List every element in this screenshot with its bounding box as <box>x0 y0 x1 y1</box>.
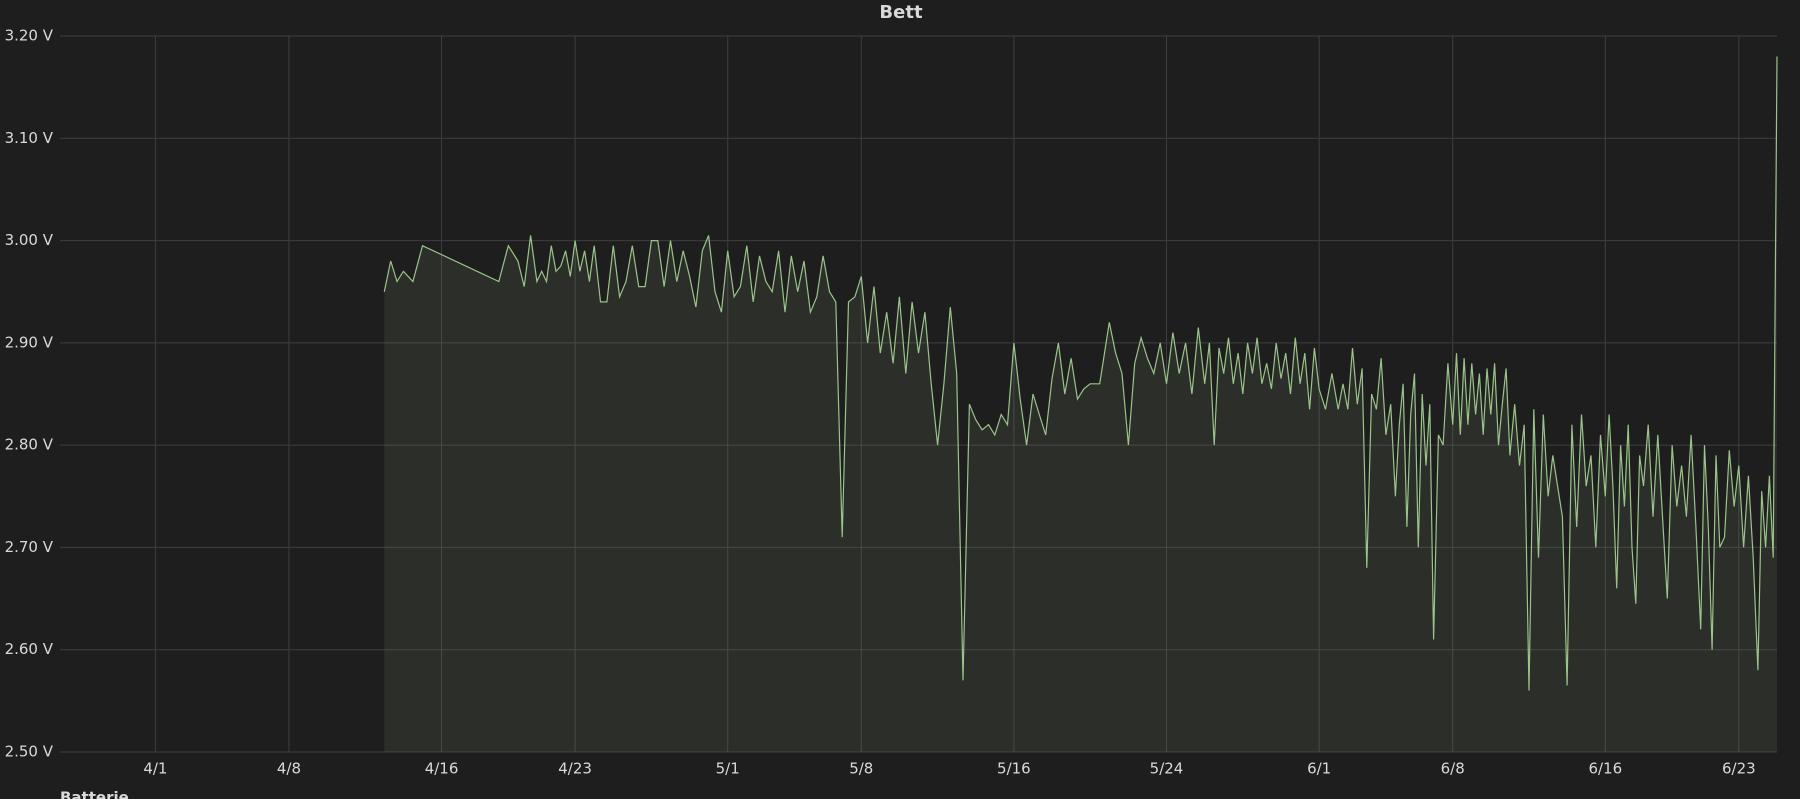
x-tick-label: 4/23 <box>558 760 592 778</box>
y-tick-label: 2.90 V <box>5 333 54 351</box>
x-tick-label: 6/1 <box>1307 760 1331 778</box>
x-tick-label: 4/1 <box>143 760 167 778</box>
x-tick-label: 5/1 <box>716 760 740 778</box>
x-tick-label: 5/16 <box>997 760 1031 778</box>
x-tick-label: 6/23 <box>1722 760 1756 778</box>
x-tick-label: 4/8 <box>277 760 301 778</box>
area <box>384 56 1777 752</box>
x-tick-label: 5/8 <box>849 760 873 778</box>
y-tick-label: 3.20 V <box>5 27 54 45</box>
y-tick-label: 2.70 V <box>5 538 54 556</box>
y-tick-label: 2.50 V <box>5 743 54 761</box>
chart-title: Bett <box>879 2 923 23</box>
x-tick-label: 4/16 <box>425 760 459 778</box>
x-tick-label: 6/8 <box>1441 760 1465 778</box>
x-tick-label: 6/16 <box>1588 760 1622 778</box>
y-tick-label: 3.10 V <box>5 129 54 147</box>
y-tick-label: 3.00 V <box>5 231 54 249</box>
y-tick-label: 2.60 V <box>5 640 54 658</box>
line <box>383 56 1778 691</box>
x-tick-label: 5/24 <box>1150 760 1184 778</box>
y-tick-label: 2.80 V <box>5 436 54 454</box>
legend-label: Batterie <box>60 789 129 799</box>
